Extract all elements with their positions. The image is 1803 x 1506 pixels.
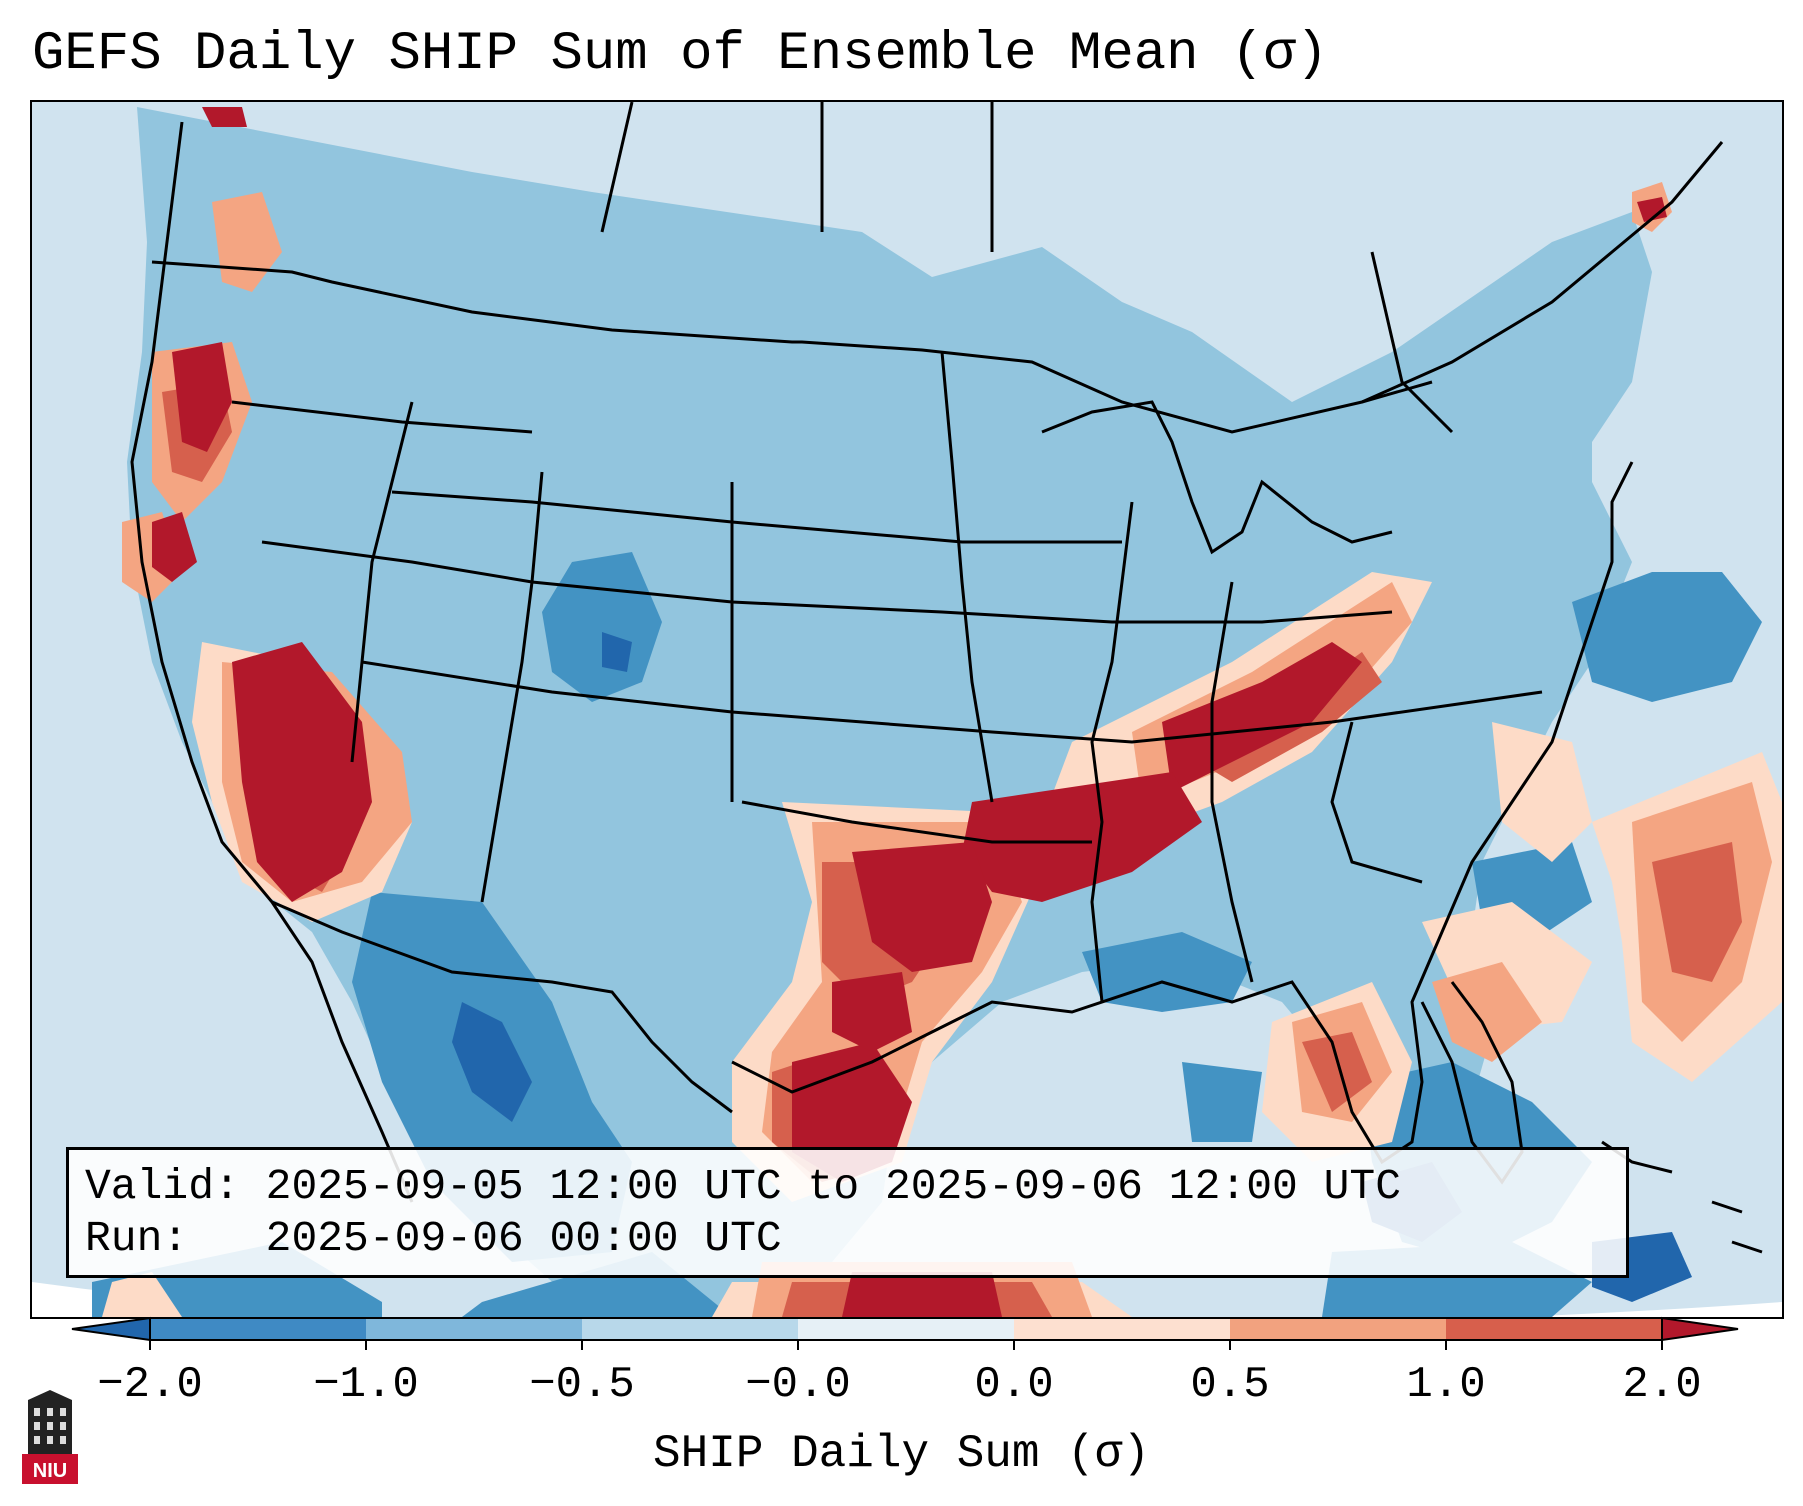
state-line-5 xyxy=(261,540,1393,624)
validity-info-box: Valid: 2025-09-05 12:00 UTC to 2025-09-0… xyxy=(66,1147,1629,1278)
logo-text: NIU xyxy=(33,1460,67,1482)
colorbar-segment-2 xyxy=(366,1318,582,1340)
colorbar-segment-3 xyxy=(582,1318,798,1340)
colorbar-segment-1 xyxy=(150,1318,366,1340)
us-canada-border xyxy=(151,260,1433,434)
boundaries xyxy=(130,102,1724,1203)
tick-label-7: 1.0 xyxy=(1406,1360,1486,1410)
valid-value: 2025-09-05 12:00 UTC to 2025-09-06 12:00… xyxy=(265,1162,1402,1211)
run-value: 2025-09-06 00:00 UTC xyxy=(265,1214,782,1263)
colorbar-label: SHIP Daily Sum (σ) xyxy=(653,1428,1150,1480)
colorbar xyxy=(71,1316,1739,1350)
state-line-12 xyxy=(600,102,634,233)
tick-label-1: −2.0 xyxy=(97,1360,203,1410)
east-canada xyxy=(1361,141,1724,404)
tick-label-3: −0.5 xyxy=(529,1360,635,1410)
state-line-15 xyxy=(1370,251,1454,434)
niu-logo-icon: NIU xyxy=(22,1390,78,1484)
tick-label-2: −1.0 xyxy=(313,1360,419,1410)
state-line-10 xyxy=(1210,581,1254,983)
state-line-1 xyxy=(350,401,414,763)
state-line-11 xyxy=(1330,721,1423,884)
great-lakes xyxy=(1041,400,1393,555)
anomaly-map xyxy=(32,102,1782,1317)
colorbar-extend-high xyxy=(1661,1316,1739,1342)
colorbar-segment-5 xyxy=(1014,1318,1230,1340)
run-line: Run: 2025-09-06 00:00 UTC xyxy=(85,1214,782,1263)
tick-label-4: −0.0 xyxy=(745,1360,851,1410)
valid-line: Valid: 2025-09-05 12:00 UTC to 2025-09-0… xyxy=(85,1162,1401,1211)
state-line-7 xyxy=(391,490,1122,544)
state-line-4 xyxy=(940,351,994,803)
colorbar-segment-4 xyxy=(798,1318,1014,1340)
colorbar-segment-7 xyxy=(1446,1318,1662,1340)
state-line-6 xyxy=(361,660,1543,744)
west-coast xyxy=(130,121,414,1203)
mississippi xyxy=(1090,501,1134,1003)
run-label: Run: xyxy=(85,1214,189,1263)
tick-label-5: 0.0 xyxy=(974,1360,1054,1410)
colorbar-ticks xyxy=(149,1340,1663,1350)
tick-label-6: 0.5 xyxy=(1190,1360,1270,1410)
valid-label: Valid: xyxy=(85,1162,240,1211)
state-line-2 xyxy=(480,471,544,903)
colorbar-segment-6 xyxy=(1230,1318,1446,1340)
tick-label-8: 2.0 xyxy=(1622,1360,1702,1410)
colorbar-extend-low xyxy=(71,1316,151,1342)
state-line-9 xyxy=(741,800,1092,844)
mexico-border xyxy=(271,900,733,1114)
very-strong-positive-areas xyxy=(152,107,1667,1317)
map-panel xyxy=(30,100,1784,1319)
chart-title: GEFS Daily SHIP Sum of Ensemble Mean (σ) xyxy=(32,24,1329,85)
state-line-8 xyxy=(231,400,533,434)
colorbar-frame xyxy=(149,1317,1663,1341)
